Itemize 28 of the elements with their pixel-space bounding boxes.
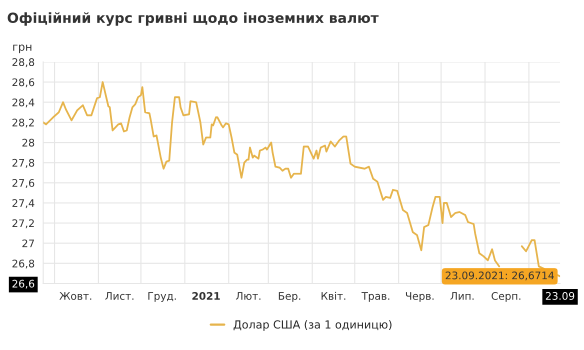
y-tick-label: 28,4: [12, 98, 34, 108]
y-tick-label: 26,6: [12, 280, 34, 289]
y-tick-label: 27: [22, 239, 34, 248]
y-tick-label: 27,2: [12, 219, 34, 228]
x-tick-label: Серп.: [492, 292, 520, 302]
x-tick-label: Груд.: [148, 292, 176, 302]
x-tick-label: Лист.: [105, 292, 134, 300]
y-tick-label: 28: [22, 138, 34, 147]
x-tick-label: Трав.: [362, 292, 390, 302]
chart-title: Офіційний курс гривні щодо іноземних валют: [8, 12, 379, 26]
y-tick-label: 26,8: [12, 260, 34, 269]
y-tick-label: 27,4: [12, 199, 34, 208]
y-tick-label: 27,8: [12, 158, 34, 168]
y-tick-label: 28,2: [12, 118, 34, 128]
x-tick-label: Черв.: [406, 292, 434, 302]
legend-label: Долар США (за 1 одиницю): [234, 320, 392, 331]
x-tick-label: 2021: [192, 292, 220, 300]
x-tick-label: Бер.: [278, 292, 300, 302]
x-tick-label: Квіт.: [322, 292, 346, 300]
y-axis-title: грн: [13, 44, 32, 54]
y-tick-label: 27,6: [12, 179, 34, 188]
x-tick-label: Лип.: [450, 292, 474, 300]
annotation: 23.09.2021: 26,6714: [446, 271, 554, 280]
y-tick-label: 28,8: [12, 58, 34, 68]
x-tick-label: 23.09: [546, 292, 574, 300]
x-tick-label: Жовт.: [59, 292, 92, 300]
y-tick-label: 28,6: [12, 78, 34, 88]
x-tick-label: Лют.: [236, 292, 260, 300]
